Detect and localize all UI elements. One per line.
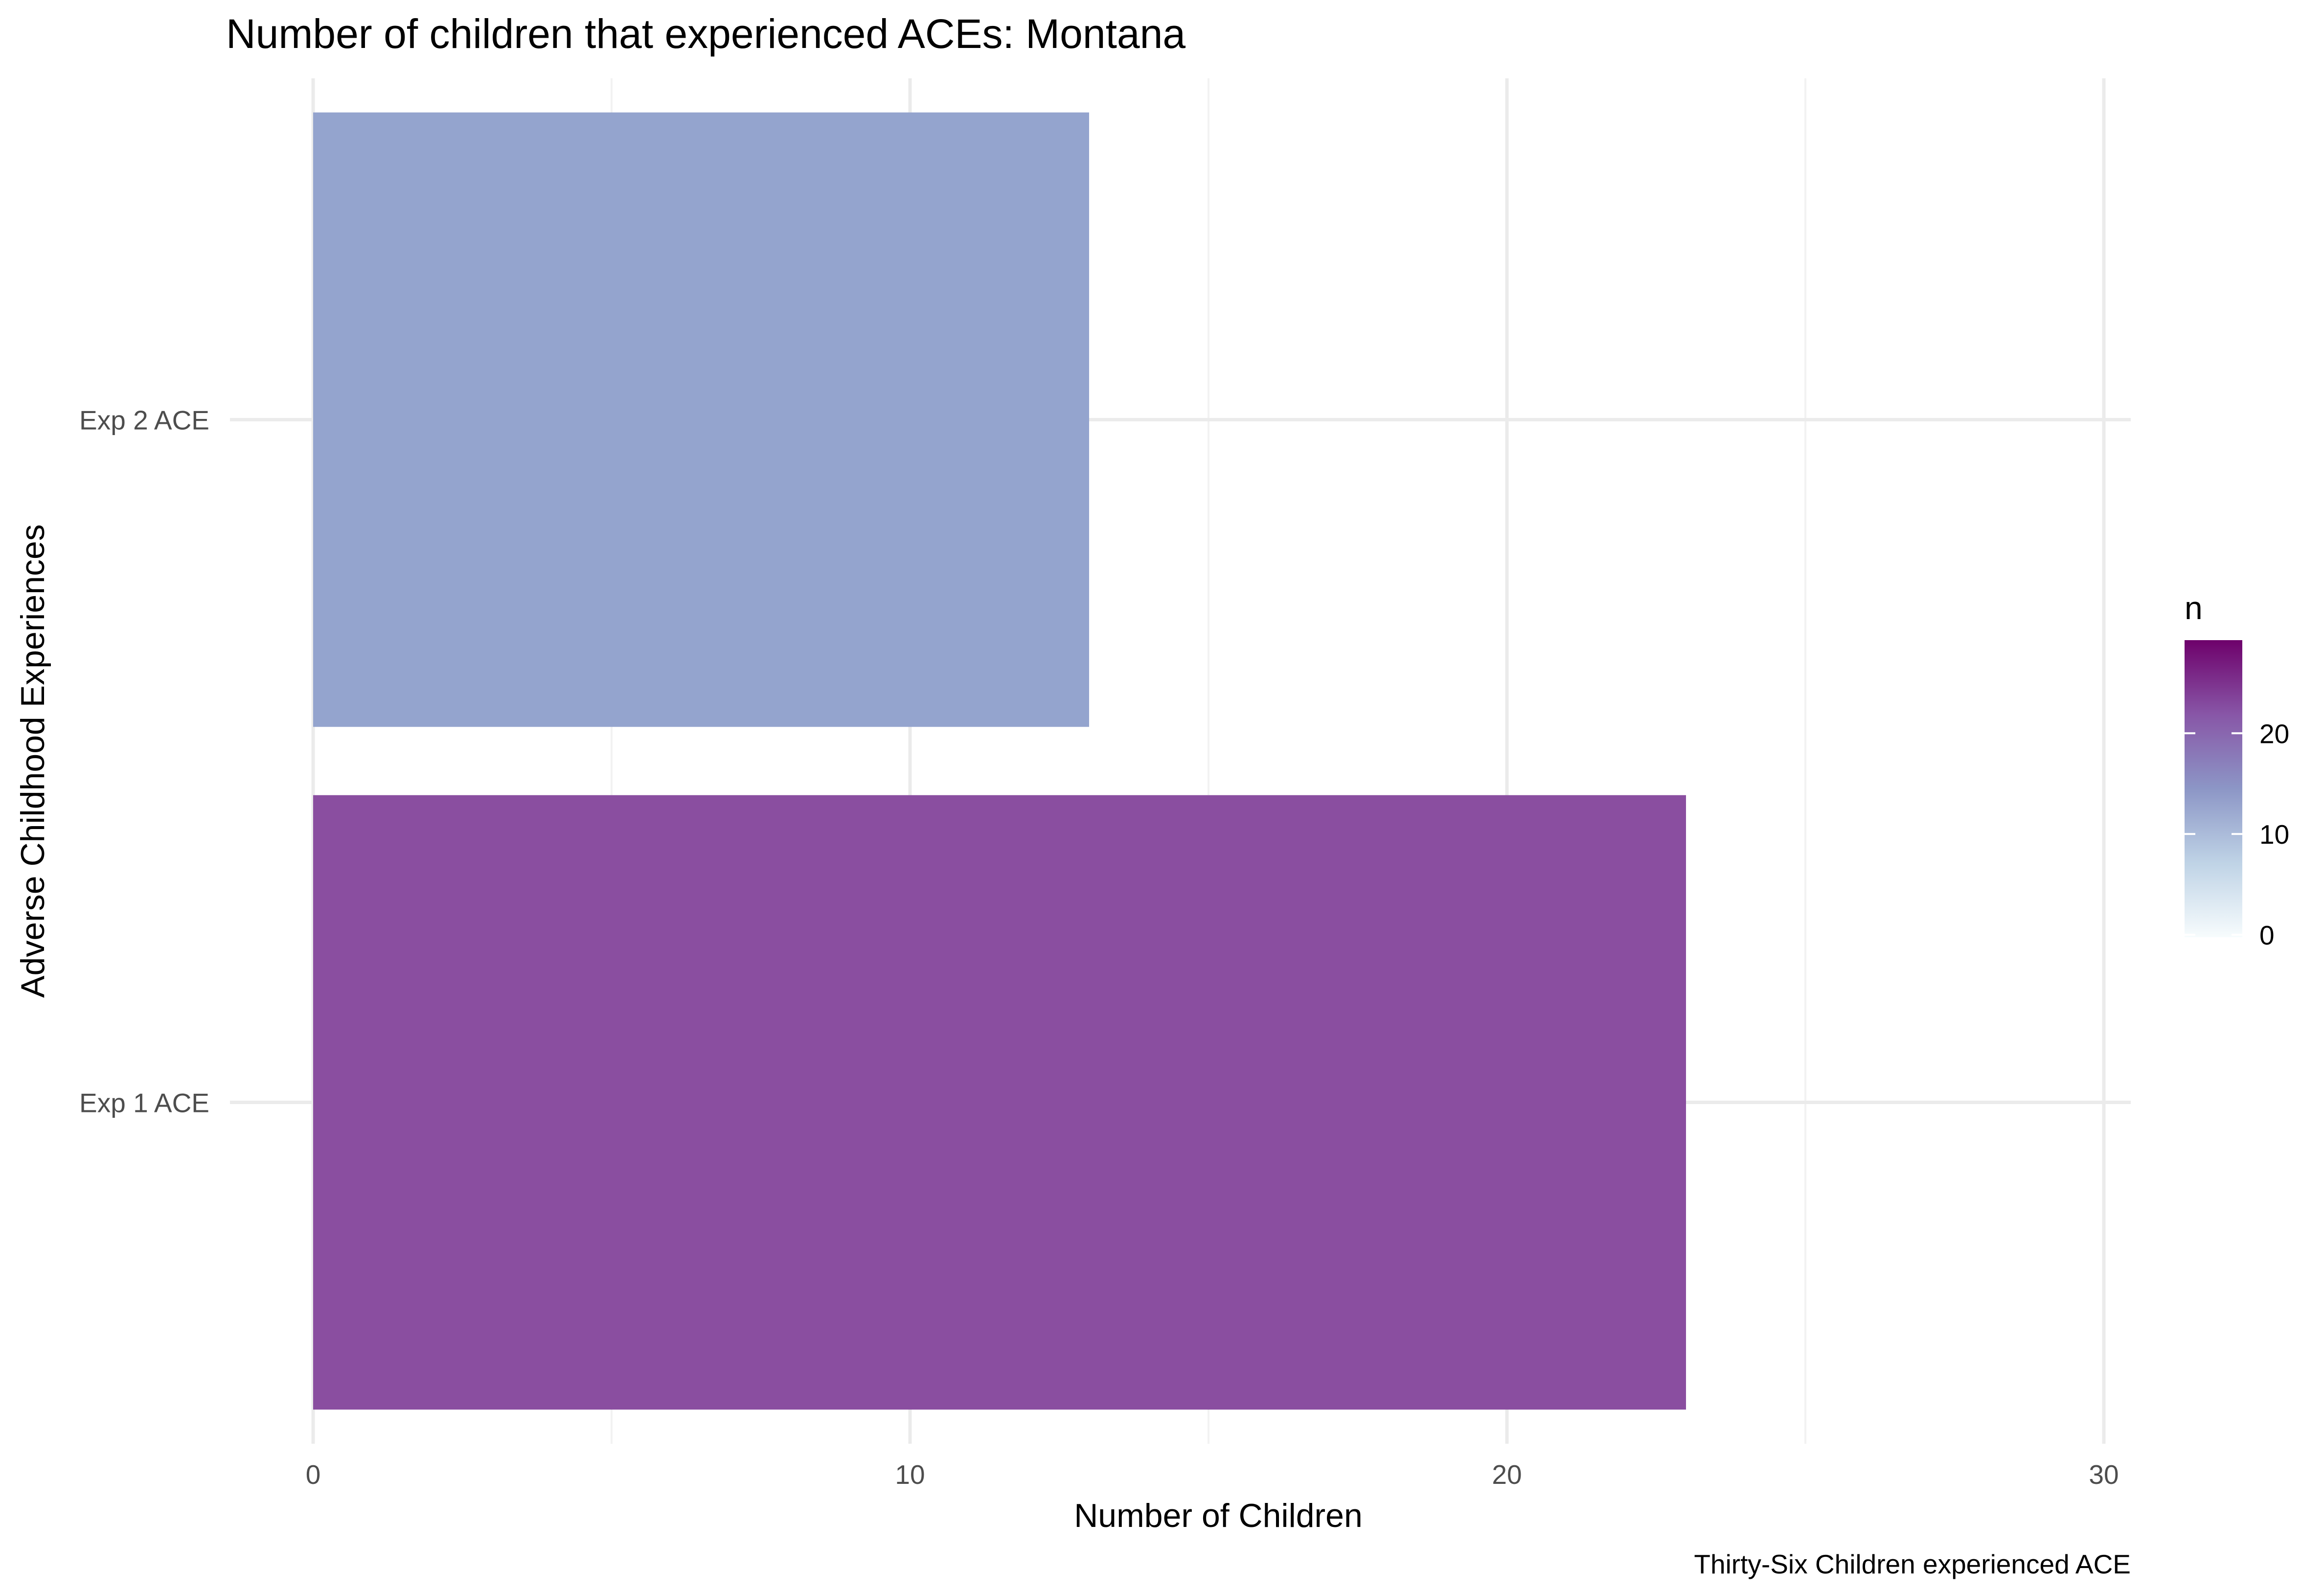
legend: n 0 10 20: [2185, 590, 2289, 950]
x-tick-label: 10: [895, 1459, 925, 1490]
legend-tick-label: 0: [2259, 920, 2275, 950]
x-tick-label: 20: [1492, 1459, 1522, 1490]
legend-ticks: 0 10 20: [2185, 718, 2289, 950]
caption: Thirty-Six Children experienced ACE: [1694, 1549, 2131, 1579]
bars: [313, 112, 1686, 1410]
x-axis-title: Number of Children: [1074, 1497, 1363, 1534]
tick-labels: 0 10 20 30 Exp 1 ACE Exp 2 ACE: [79, 405, 2119, 1490]
bar: [313, 112, 1089, 727]
bar: [313, 795, 1686, 1410]
legend-colorbar: [2185, 640, 2242, 937]
x-tick-label: 0: [306, 1459, 321, 1490]
legend-tick-label: 20: [2259, 718, 2289, 749]
chart-title: Number of children that experienced ACEs…: [226, 11, 1185, 57]
y-axis-title: Adverse Childhood Experiences: [14, 524, 51, 998]
x-tick-label: 30: [2089, 1459, 2119, 1490]
y-tick-label: Exp 2 ACE: [79, 405, 209, 436]
y-tick-label: Exp 1 ACE: [79, 1088, 209, 1118]
legend-title: n: [2185, 590, 2203, 626]
legend-tick-label: 10: [2259, 819, 2289, 850]
